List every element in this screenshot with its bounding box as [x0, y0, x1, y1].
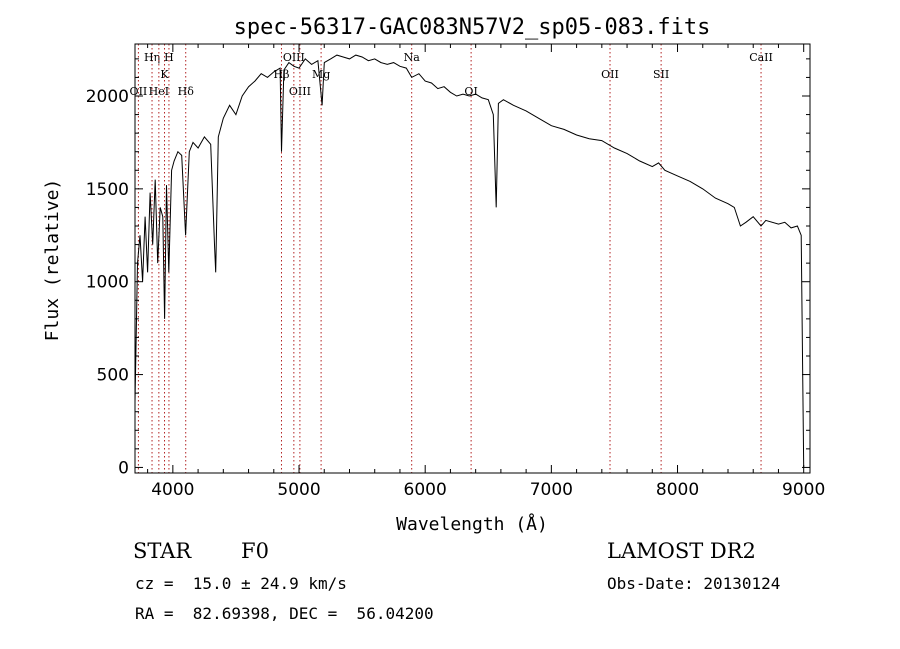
- x-tick-label: 5000: [277, 480, 320, 500]
- marker-label: CaII: [749, 51, 773, 64]
- marker-label: K: [160, 68, 169, 81]
- y-axis: 0 500 1000 1500 2000: [86, 58, 810, 478]
- marker-label: OII: [130, 85, 148, 98]
- marker-label: Mg: [312, 68, 330, 81]
- plot-frame: [134, 43, 811, 474]
- marker-label: Hδ: [178, 85, 195, 98]
- x-tick-label: 4000: [151, 480, 194, 500]
- spectrum-plot: spec-56317-GAC083N57V2_sp05-083.fits OII…: [42, 15, 825, 535]
- marker-label: OIII: [283, 51, 305, 64]
- marker-label: H: [164, 51, 174, 64]
- object-subclass: F0: [241, 539, 269, 563]
- spectrum-line: [134, 54, 805, 468]
- marker-label: SII: [653, 68, 669, 81]
- survey-name: LAMOST DR2: [607, 539, 756, 563]
- coordinates: RA = 82.69398, DEC = 56.04200: [135, 604, 434, 623]
- y-tick-label: 1500: [86, 180, 129, 200]
- obs-date: Obs-Date: 20130124: [607, 574, 781, 593]
- marker-label: Na: [404, 51, 421, 64]
- x-axis-label: Wavelength (Å): [396, 513, 548, 535]
- y-tick-label: 1000: [86, 273, 129, 293]
- x-tick-label: 9000: [782, 480, 825, 500]
- marker-label: Hη: [144, 51, 160, 64]
- marker-label: OI: [464, 85, 477, 98]
- y-tick-label: 500: [97, 366, 129, 386]
- y-tick-label: 0: [118, 458, 129, 478]
- y-axis-label: Flux (relative): [42, 179, 63, 342]
- redshift-text: cz = 15.0 ± 24.9 km/s: [135, 574, 347, 593]
- object-class: STAR: [133, 539, 192, 563]
- marker-label: OII: [601, 68, 619, 81]
- x-axis: 4000 5000 6000 7000 8000 9000: [147, 44, 825, 500]
- chart-title: spec-56317-GAC083N57V2_sp05-083.fits: [234, 15, 711, 40]
- marker-label: OIII: [289, 85, 311, 98]
- marker-label: Hβ: [274, 68, 290, 81]
- x-tick-label: 8000: [656, 480, 699, 500]
- y-tick-label: 2000: [86, 87, 129, 107]
- x-tick-label: 7000: [530, 480, 573, 500]
- marker-label: HeI: [149, 85, 169, 98]
- x-tick-label: 6000: [404, 480, 447, 500]
